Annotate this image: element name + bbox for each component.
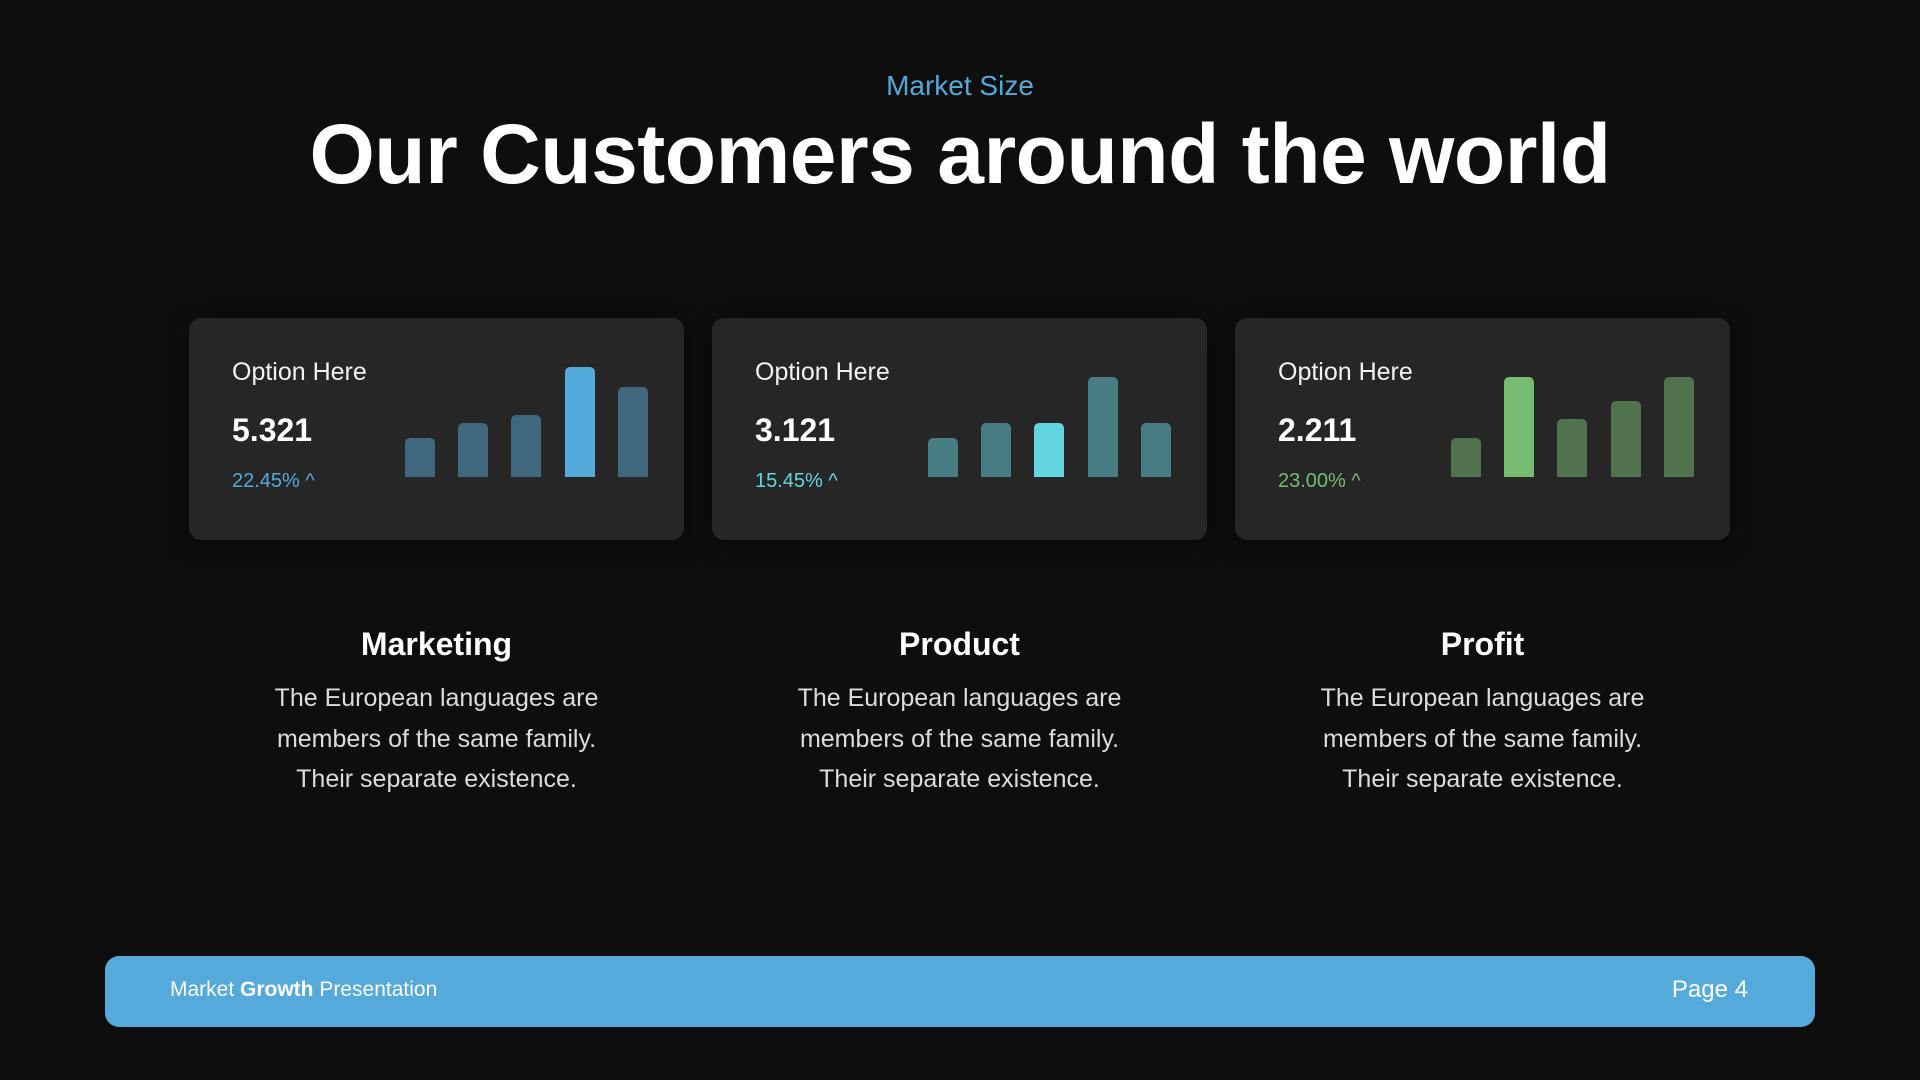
card-value: 5.321	[232, 412, 313, 448]
chart-bar	[1504, 377, 1534, 477]
page-number: Page 4	[1671, 976, 1748, 1003]
section-subtitle: Market Size	[886, 70, 1034, 101]
column-heading: Marketing	[360, 626, 513, 662]
footer-presentation-title: Market Growth Presentation	[170, 978, 437, 1002]
chart-bar	[1611, 401, 1641, 477]
chart-bar	[981, 423, 1011, 477]
stat-card-3: Option Here 2.211 23.00% ^	[1235, 318, 1730, 540]
stat-card-1: Option Here 5.321 22.45% ^	[189, 318, 684, 540]
body-line: members of the same family.	[276, 724, 597, 753]
page-title: Our Customers around the world	[309, 107, 1611, 201]
body-line: The European languages are	[274, 684, 599, 712]
chart-bar	[511, 415, 541, 477]
chart-bar	[405, 438, 435, 477]
card-change: 22.45% ^	[232, 470, 315, 492]
footer-title-prefix: Market	[170, 978, 241, 1001]
card-label: Option Here	[1278, 358, 1413, 386]
card-value: 2.211	[1278, 412, 1357, 448]
column-heading: Profit	[1440, 626, 1525, 662]
footer-title-suffix: Presentation	[313, 978, 438, 1001]
mini-bar-chart	[712, 318, 1207, 540]
column-body: The European languages are members of th…	[189, 678, 684, 800]
chart-bar	[1451, 438, 1481, 477]
column-body: The European languages are members of th…	[712, 678, 1207, 800]
column-heading: Product	[899, 626, 1020, 662]
body-line: Their separate existence.	[1342, 765, 1623, 793]
feature-column-marketing: Marketing The European languages are mem…	[189, 622, 684, 800]
body-line: The European languages are	[1320, 684, 1645, 712]
chart-bar	[1141, 423, 1171, 477]
body-line: members of the same family.	[799, 724, 1120, 753]
chart-bar	[458, 423, 488, 477]
mini-bar-chart	[1235, 318, 1730, 540]
body-line: Their separate existence.	[296, 765, 577, 793]
chart-bar	[565, 367, 595, 477]
card-change: 23.00% ^	[1278, 470, 1361, 492]
feature-column-product: Product The European languages are membe…	[712, 622, 1207, 800]
mini-bar-chart	[189, 318, 684, 540]
card-change: 15.45% ^	[755, 470, 838, 492]
chart-bar	[1034, 423, 1064, 477]
chart-bar	[1664, 377, 1694, 477]
chart-bar	[1557, 419, 1587, 477]
footer-title-bold: Growth	[240, 978, 314, 1001]
body-line: The European languages are	[797, 684, 1122, 712]
card-label: Option Here	[232, 358, 367, 386]
chart-bar	[1088, 377, 1118, 477]
chart-bar	[618, 387, 648, 477]
stat-card-2: Option Here 3.121 15.45% ^	[712, 318, 1207, 540]
body-line: members of the same family.	[1322, 724, 1643, 753]
card-value: 3.121	[755, 412, 836, 448]
body-line: Their separate existence.	[819, 765, 1100, 793]
footer-bar: Market Growth Presentation Page 4	[105, 956, 1815, 1027]
card-label: Option Here	[755, 358, 890, 386]
feature-column-profit: Profit The European languages are member…	[1235, 622, 1730, 800]
column-body: The European languages are members of th…	[1235, 678, 1730, 800]
chart-bar	[928, 438, 958, 477]
